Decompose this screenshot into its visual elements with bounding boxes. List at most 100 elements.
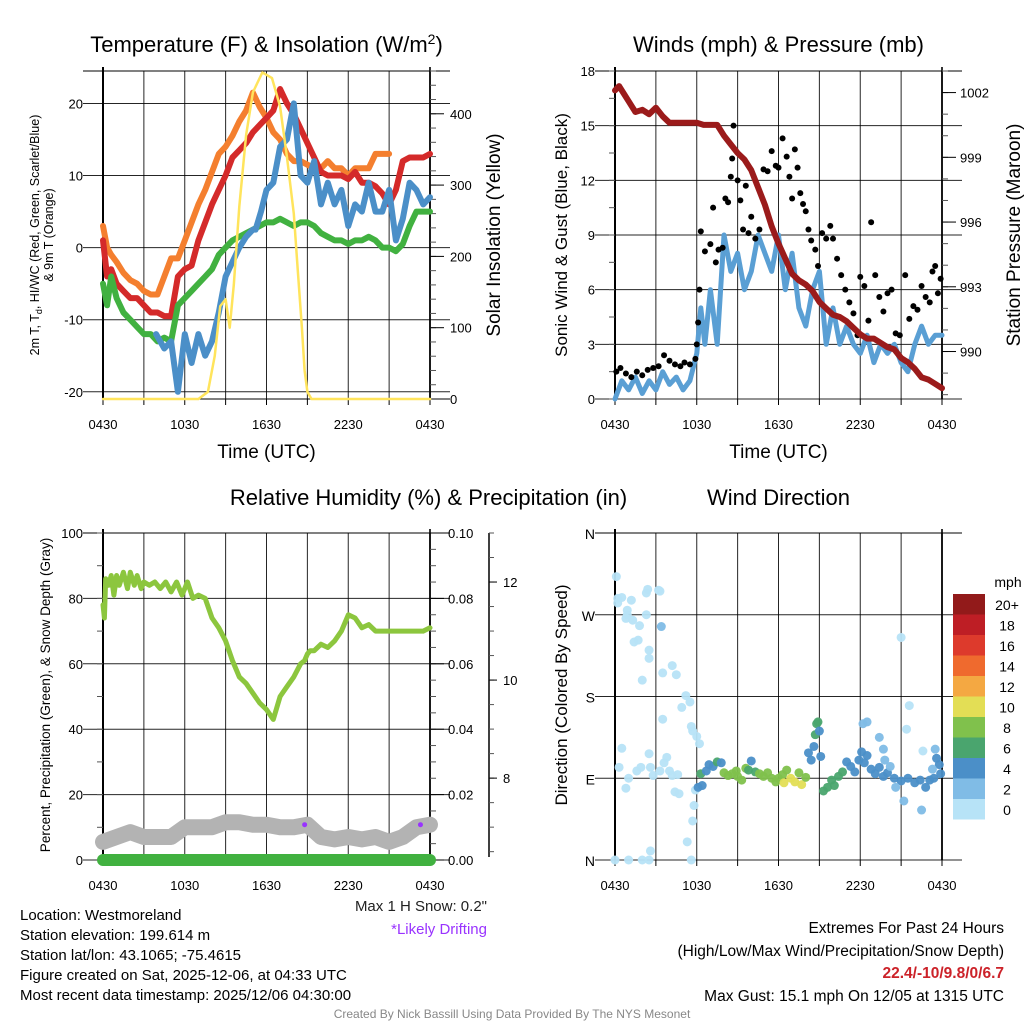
y-tick-label: 18 bbox=[581, 64, 595, 79]
direction-point bbox=[682, 837, 692, 847]
direction-point bbox=[655, 766, 665, 776]
direction-point bbox=[829, 781, 839, 791]
colorbar-label: 0 bbox=[1003, 802, 1011, 818]
direction-point bbox=[637, 675, 647, 685]
colorbar-label: 4 bbox=[1003, 761, 1011, 777]
series-sonic-wind bbox=[612, 232, 945, 402]
extremes-title: Extremes For Past 24 Hours bbox=[808, 920, 1004, 937]
elevation-text: Station elevation: 199.614 m bbox=[20, 927, 211, 944]
direction-point bbox=[628, 615, 638, 625]
x-tick-label: 0430 bbox=[928, 417, 957, 432]
colorbar-swatch bbox=[953, 737, 985, 758]
gust-point bbox=[775, 164, 782, 171]
gust-point bbox=[727, 173, 734, 180]
gust-point bbox=[838, 272, 845, 279]
direction-point bbox=[648, 771, 658, 781]
gust-point bbox=[655, 363, 662, 370]
subscript-d: d bbox=[34, 309, 44, 314]
direction-point bbox=[667, 661, 677, 671]
direction-point bbox=[671, 670, 681, 680]
gust-point bbox=[701, 248, 708, 255]
gust-point bbox=[742, 182, 749, 189]
gust-point bbox=[697, 228, 704, 235]
y2-tick-label: 0.08 bbox=[448, 591, 473, 606]
direction-point bbox=[662, 752, 672, 762]
direction-point bbox=[655, 586, 665, 596]
colorbar-swatch bbox=[953, 758, 985, 779]
direction-point bbox=[645, 762, 655, 772]
direction-point bbox=[692, 731, 702, 741]
direction-point bbox=[870, 769, 880, 779]
y-tick-label: 20 bbox=[69, 96, 83, 111]
y2-tick-label: 400 bbox=[450, 107, 472, 122]
extremes-subtitle: (High/Low/Max Wind/Precipitation/Snow De… bbox=[677, 942, 1005, 960]
direction-point bbox=[801, 772, 811, 782]
x-tick-label: 1030 bbox=[170, 417, 199, 432]
y2-tick-label: 0.00 bbox=[448, 853, 473, 868]
direction-point bbox=[635, 621, 645, 631]
y-tick-label: 9 bbox=[588, 228, 595, 243]
direction-point bbox=[644, 645, 654, 655]
gust-point bbox=[696, 286, 703, 293]
gust-point bbox=[830, 235, 836, 242]
direction-point bbox=[677, 702, 687, 712]
y-tick-label: -20 bbox=[64, 385, 83, 400]
y-axis-label: Sonic Wind & Gust (Blue, Black) bbox=[552, 113, 571, 357]
x-tick-label: 0430 bbox=[928, 878, 957, 893]
figure-created-text: Figure created on Sat, 2025-12-06, at 04… bbox=[20, 967, 347, 984]
gust-point bbox=[929, 268, 936, 275]
colorbar-label: 20+ bbox=[995, 597, 1019, 613]
gust-point bbox=[880, 308, 887, 315]
gust-point bbox=[650, 365, 657, 372]
series-insolation bbox=[101, 71, 432, 401]
gust-point bbox=[823, 235, 830, 242]
gust-point bbox=[896, 332, 903, 339]
direction-point bbox=[814, 726, 824, 736]
direction-point bbox=[624, 773, 634, 783]
x-tick-label: 1630 bbox=[764, 417, 793, 432]
colorbar-swatch bbox=[953, 594, 985, 615]
extremes-panel: Extremes For Past 24 Hours (High/Low/Max… bbox=[678, 918, 1005, 1008]
y3-tick-label: 12 bbox=[503, 575, 517, 590]
gust-point bbox=[914, 306, 921, 313]
colorbar-label: 12 bbox=[999, 679, 1015, 695]
direction-point bbox=[874, 732, 884, 742]
series-hi-wc bbox=[153, 100, 433, 395]
gust-point bbox=[737, 197, 744, 204]
x-tick-label: 0430 bbox=[601, 417, 630, 432]
y-tick-label: 40 bbox=[69, 722, 83, 737]
x-tick-label: 1030 bbox=[682, 878, 711, 893]
gust-point bbox=[639, 372, 646, 379]
gust-point bbox=[752, 235, 759, 242]
colorbar-swatch bbox=[953, 614, 985, 635]
y2-tick-label: 990 bbox=[960, 345, 982, 360]
x-tick-label: 0430 bbox=[416, 878, 445, 893]
direction-point bbox=[746, 756, 756, 766]
y-tick-label: S bbox=[586, 690, 595, 706]
y-axis-label-line2: & 9m T (Orange) bbox=[42, 188, 56, 281]
colorbar-label: 8 bbox=[1003, 720, 1011, 736]
colorbar-swatch bbox=[953, 676, 985, 697]
gust-point bbox=[712, 259, 719, 266]
y3-tick-label: 8 bbox=[503, 771, 510, 786]
max-snow-text: Max 1 H Snow: 0.2" bbox=[354, 898, 487, 915]
gust-point bbox=[902, 272, 909, 279]
direction-point bbox=[929, 773, 939, 783]
gust-point bbox=[910, 303, 917, 310]
direction-point bbox=[902, 724, 912, 734]
direction-point bbox=[874, 762, 884, 772]
y2-tick-label: 0.06 bbox=[448, 657, 473, 672]
y-tick-label: 3 bbox=[588, 337, 595, 352]
gust-point bbox=[872, 272, 879, 279]
gust-point bbox=[786, 173, 793, 180]
y-tick-label: W bbox=[582, 608, 596, 624]
y2-axis-label: Station Pressure (Maroon) bbox=[1004, 124, 1024, 347]
gust-point bbox=[888, 286, 895, 293]
gust-point bbox=[918, 283, 925, 290]
direction-point bbox=[673, 770, 683, 780]
series-9m-t bbox=[100, 89, 393, 298]
x-tick-label: 2230 bbox=[846, 878, 875, 893]
direction-point bbox=[641, 610, 651, 620]
gust-point bbox=[756, 226, 763, 233]
direction-point bbox=[744, 765, 754, 775]
